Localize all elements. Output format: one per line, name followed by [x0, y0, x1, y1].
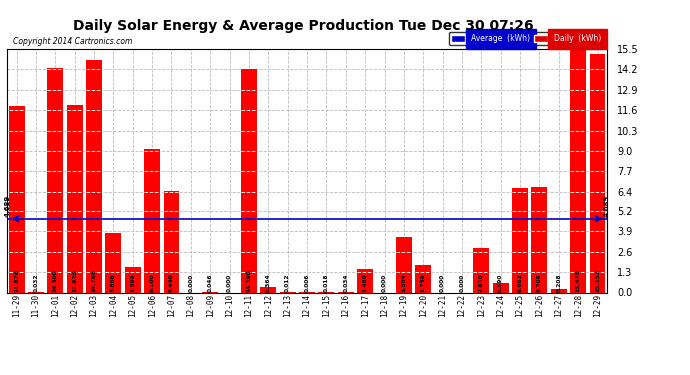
- Text: 0.000: 0.000: [440, 274, 445, 292]
- Text: Copyright 2014 Cartronics.com: Copyright 2014 Cartronics.com: [13, 38, 132, 46]
- Text: 0.000: 0.000: [227, 274, 232, 292]
- Text: 4.689: 4.689: [604, 195, 609, 217]
- Text: 14.300: 14.300: [53, 269, 58, 292]
- Text: 14.766: 14.766: [92, 269, 97, 292]
- Text: 0.000: 0.000: [460, 274, 464, 292]
- Bar: [570, 49, 586, 292]
- Text: 9.100: 9.100: [150, 273, 155, 292]
- Text: 6.440: 6.440: [169, 273, 174, 292]
- Bar: [9, 106, 25, 292]
- Text: 0.034: 0.034: [344, 273, 348, 292]
- Text: 15.478: 15.478: [575, 269, 581, 292]
- Bar: [125, 267, 141, 292]
- Bar: [106, 232, 121, 292]
- Text: 3.808: 3.808: [111, 273, 116, 292]
- Bar: [551, 289, 566, 292]
- Text: 0.208: 0.208: [556, 273, 561, 292]
- Bar: [67, 105, 83, 292]
- Bar: [241, 69, 257, 292]
- Legend: Average  (kWh), Daily  (kWh): Average (kWh), Daily (kWh): [449, 32, 603, 45]
- Text: 1.488: 1.488: [363, 273, 368, 292]
- Text: 0.018: 0.018: [324, 273, 329, 292]
- Text: 0.000: 0.000: [188, 274, 193, 292]
- Text: 3.504: 3.504: [402, 273, 406, 292]
- Text: 0.012: 0.012: [285, 273, 290, 292]
- Text: 1.756: 1.756: [421, 273, 426, 292]
- Text: 0.364: 0.364: [266, 273, 270, 292]
- Text: 11.926: 11.926: [72, 269, 77, 292]
- Bar: [531, 187, 547, 292]
- Bar: [589, 54, 605, 292]
- Bar: [86, 60, 102, 292]
- Text: 2.810: 2.810: [479, 273, 484, 292]
- Bar: [473, 248, 489, 292]
- Text: 11.876: 11.876: [14, 269, 19, 292]
- Text: 14.190: 14.190: [246, 269, 251, 292]
- Text: 15.152: 15.152: [595, 269, 600, 292]
- Bar: [48, 68, 63, 292]
- Bar: [164, 191, 179, 292]
- Text: Daily Solar Energy & Average Production Tue Dec 30 07:26: Daily Solar Energy & Average Production …: [73, 19, 534, 33]
- Text: 6.708: 6.708: [537, 273, 542, 292]
- Text: 0.032: 0.032: [33, 273, 39, 292]
- Bar: [493, 283, 509, 292]
- Bar: [357, 269, 373, 292]
- Bar: [144, 149, 160, 292]
- Text: 0.590: 0.590: [498, 273, 503, 292]
- Text: 0.006: 0.006: [304, 273, 310, 292]
- Text: 0.046: 0.046: [208, 273, 213, 292]
- Text: 6.662: 6.662: [518, 273, 522, 292]
- Bar: [396, 237, 412, 292]
- Text: 0.000: 0.000: [382, 274, 387, 292]
- Bar: [512, 188, 528, 292]
- Text: 4.689: 4.689: [5, 195, 10, 217]
- Text: 1.596: 1.596: [130, 273, 135, 292]
- Bar: [415, 265, 431, 292]
- Bar: [260, 287, 276, 292]
